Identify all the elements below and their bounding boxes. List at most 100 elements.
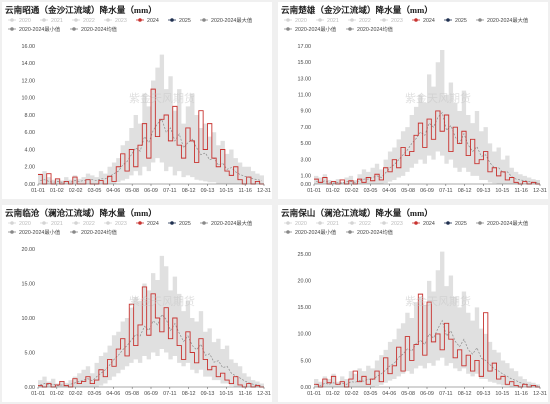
chart-title: 云南保山（澜沧江流域）降水量（mm） bbox=[281, 207, 433, 218]
legend-item[interactable]: 2021 bbox=[40, 221, 63, 227]
legend-item[interactable]: 2020 bbox=[284, 221, 307, 227]
legend-item[interactable]: 2020-2024最小值 bbox=[284, 25, 337, 33]
legend-item[interactable]: 2024 bbox=[136, 18, 159, 24]
legend-label: 2020-2024均值 bbox=[357, 25, 394, 33]
legend-item[interactable]: 2022 bbox=[72, 18, 95, 24]
legend-item[interactable]: 2020-2024最小值 bbox=[284, 228, 337, 236]
legend-item[interactable]: 2020-2024最大值 bbox=[476, 16, 529, 24]
legend-item[interactable]: 2021 bbox=[40, 18, 63, 24]
legend-label: 2023 bbox=[115, 18, 127, 24]
x-tick-label: 10-15 bbox=[495, 391, 509, 397]
x-tick-label: 07-11 bbox=[439, 188, 452, 194]
legend-swatch-dot bbox=[286, 221, 290, 225]
legend-item[interactable]: 2020-2024最小值 bbox=[8, 25, 61, 33]
legend-label: 2020-2024均值 bbox=[357, 228, 394, 236]
legend-label: 2022 bbox=[83, 18, 95, 24]
x-tick-label: 02-02 bbox=[69, 391, 83, 397]
legend-swatch-dot bbox=[42, 18, 46, 22]
x-tick-label: 03-05 bbox=[88, 188, 102, 194]
series-2024-line bbox=[314, 110, 540, 185]
legend-swatch-dot bbox=[170, 18, 174, 22]
chart-panel-chuxiong: 云南楚雄（金沙江流域）降水量（mm） 2020 2021 2022 2023 2024 20… bbox=[278, 2, 548, 199]
legend-label: 2021 bbox=[51, 221, 63, 227]
x-tick-label: 11-16 bbox=[514, 188, 527, 194]
y-tick-label: 3.00 bbox=[301, 157, 312, 163]
legend-swatch-dot bbox=[446, 221, 450, 225]
x-tick-label: 09-13 bbox=[201, 188, 215, 194]
legend-item[interactable]: 2022 bbox=[72, 221, 95, 227]
watermark: 紫金天风期货 bbox=[405, 91, 471, 105]
legend-swatch-dot bbox=[478, 18, 482, 22]
legend-item[interactable]: 2020-2024最小值 bbox=[8, 228, 61, 236]
legend-item[interactable]: 2023 bbox=[104, 221, 127, 227]
x-tick-label: 04-06 bbox=[382, 188, 396, 194]
legend-swatch-dot bbox=[138, 221, 142, 225]
legend-swatch-dot bbox=[10, 221, 14, 225]
legend-label: 2020-2024最小值 bbox=[19, 228, 61, 236]
x-tick-label: 05-08 bbox=[125, 391, 139, 397]
legend-item[interactable]: 2021 bbox=[316, 221, 339, 227]
legend-item[interactable]: 2020-2024均值 bbox=[70, 228, 118, 236]
legend-swatch-dot bbox=[106, 221, 110, 225]
legend-label: 2020-2024最大值 bbox=[211, 219, 253, 227]
max-min-band bbox=[314, 50, 540, 184]
legend-item[interactable]: 2025 bbox=[444, 18, 467, 24]
x-tick-label: 11-16 bbox=[238, 391, 251, 397]
legend-item[interactable]: 2020-2024最大值 bbox=[200, 219, 253, 227]
legend-item[interactable]: 2020 bbox=[284, 18, 307, 24]
legend-item[interactable]: 2020-2024最大值 bbox=[200, 16, 253, 24]
y-tick-label: 25.00 bbox=[298, 252, 312, 258]
y-tick-label: 5.00 bbox=[25, 350, 36, 356]
legend-label: 2023 bbox=[391, 221, 403, 227]
legend-swatch-dot bbox=[170, 221, 174, 225]
x-tick-label: 10-15 bbox=[495, 188, 509, 194]
x-tick-label: 03-05 bbox=[364, 188, 378, 194]
x-tick-label: 01-01 bbox=[307, 391, 321, 397]
legend-label: 2022 bbox=[83, 221, 95, 227]
legend-item[interactable]: 2024 bbox=[412, 18, 435, 24]
legend-item[interactable]: 2023 bbox=[104, 18, 127, 24]
y-tick-label: 1.00 bbox=[301, 174, 312, 180]
legend-swatch-dot bbox=[42, 221, 46, 225]
x-tick-label: 05-08 bbox=[401, 188, 415, 194]
x-tick-label: 08-12 bbox=[458, 391, 472, 397]
x-tick-label: 05-08 bbox=[125, 188, 139, 194]
x-tick-label: 10-15 bbox=[219, 391, 233, 397]
legend-item[interactable]: 2020 bbox=[8, 18, 31, 24]
legend-item[interactable]: 2025 bbox=[168, 221, 191, 227]
legend-item[interactable]: 2020-2024最大值 bbox=[476, 219, 529, 227]
legend-item[interactable]: 2024 bbox=[136, 221, 159, 227]
y-tick-label: 10.00 bbox=[298, 332, 312, 338]
x-tick-label: 01-01 bbox=[307, 188, 321, 194]
legend-item[interactable]: 2023 bbox=[380, 18, 403, 24]
legend-item[interactable]: 2024 bbox=[412, 221, 435, 227]
legend-swatch-dot bbox=[74, 18, 78, 22]
legend-item[interactable]: 2022 bbox=[348, 221, 371, 227]
x-tick-label: 08-12 bbox=[182, 188, 196, 194]
chart-panel-baoshan: 云南保山（澜沧江流域）降水量（mm） 2020 2021 2022 2023 2024 20… bbox=[278, 205, 548, 402]
legend-swatch-dot bbox=[72, 27, 76, 31]
legend-item[interactable]: 2023 bbox=[380, 221, 403, 227]
x-tick-label: 12-31 bbox=[257, 391, 271, 397]
legend-item[interactable]: 2022 bbox=[348, 18, 371, 24]
y-tick-label: 0.00 bbox=[301, 182, 312, 188]
legend-item[interactable]: 2020 bbox=[8, 221, 31, 227]
x-tick-label: 12-31 bbox=[533, 188, 547, 194]
legend-item[interactable]: 2025 bbox=[444, 221, 467, 227]
chart-panel-lincang: 云南临沧（澜沧江流域）降水量（mm） 2020 2021 2022 2023 2024 20… bbox=[2, 205, 272, 402]
x-tick-label: 05-08 bbox=[401, 391, 415, 397]
legend-label: 2025 bbox=[455, 18, 467, 24]
legend-item[interactable]: 2021 bbox=[316, 18, 339, 24]
legend-swatch-dot bbox=[350, 18, 354, 22]
chart-title: 云南临沧（澜沧江流域）降水量（mm） bbox=[5, 207, 157, 218]
legend-swatch-dot bbox=[72, 230, 76, 234]
legend-item[interactable]: 2020-2024均值 bbox=[346, 25, 394, 33]
legend-label: 2025 bbox=[455, 221, 467, 227]
legend-item[interactable]: 2025 bbox=[168, 18, 191, 24]
y-tick-label: 7.00 bbox=[301, 125, 312, 131]
x-tick-label: 09-13 bbox=[477, 391, 491, 397]
legend-label: 2020-2024最小值 bbox=[295, 228, 337, 236]
legend-item[interactable]: 2020-2024均值 bbox=[70, 25, 118, 33]
legend-item[interactable]: 2020-2024均值 bbox=[346, 228, 394, 236]
x-tick-label: 02-02 bbox=[69, 188, 83, 194]
